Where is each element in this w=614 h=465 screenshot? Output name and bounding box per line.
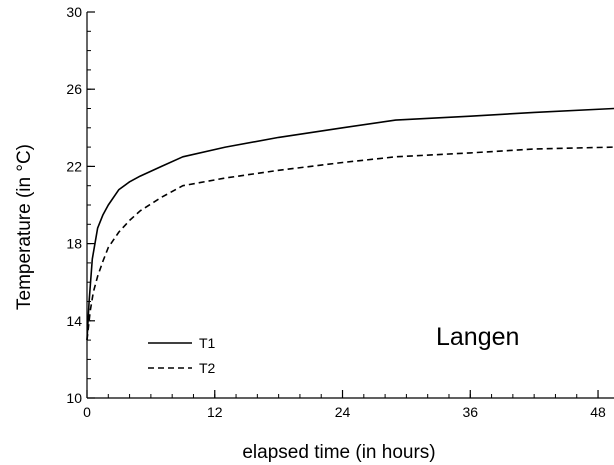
x-tick-label: 36 [462,404,478,420]
legend-label-t2: T2 [199,360,216,376]
legend-label-t1: T1 [199,335,216,351]
axes: 10 14 18 22 26 30 0 12 24 36 48 [66,4,614,420]
x-tick-label: 0 [83,404,91,420]
series-line-t1 [86,107,614,341]
y-tick-label: 26 [66,81,82,97]
y-tick-label: 10 [66,390,82,406]
series-line-t2 [86,146,614,341]
y-tick-label: 18 [66,236,82,252]
series-layer [86,107,614,341]
x-tick-label: 48 [590,404,606,420]
y-axis-title: Temperature (in °C) [14,144,35,310]
legend: T1 T2 [148,335,216,376]
annotation-label: Langen [436,323,519,351]
x-axis-title: elapsed time (in hours) [242,442,435,463]
y-tick-label: 22 [66,158,82,174]
y-tick-label: 30 [66,4,82,20]
x-tick-label: 24 [335,404,351,420]
x-tick-label: 12 [207,404,223,420]
y-tick-label: 14 [66,313,82,329]
